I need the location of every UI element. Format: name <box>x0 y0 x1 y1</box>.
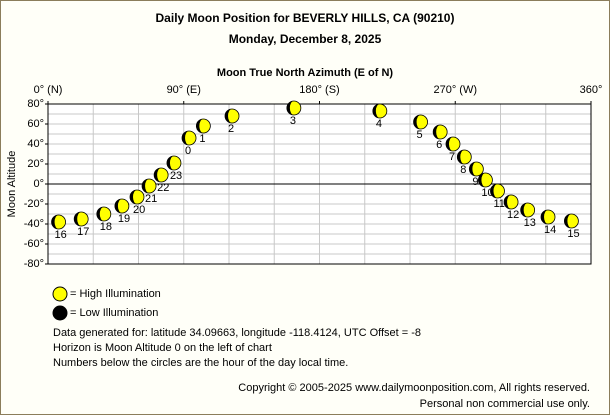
note: Horizon is Moon Altitude 0 on the left o… <box>53 342 272 354</box>
moon-shadow <box>564 214 572 228</box>
hour-label: 18 <box>100 221 112 233</box>
moon-shadow <box>114 199 122 213</box>
chart-title: Daily Moon Position for BEVERLY HILLS, C… <box>156 11 455 25</box>
note: Data generated for: latitude 34.09663, l… <box>53 327 421 339</box>
moon-shadow <box>413 115 421 129</box>
chart-subtitle: Monday, December 8, 2025 <box>229 32 382 46</box>
legend-marker <box>52 286 68 302</box>
moon-shadow <box>478 173 486 187</box>
moon-shadow <box>96 207 104 221</box>
y-tick-label: 40° <box>27 138 44 150</box>
moon-shadow <box>196 119 204 133</box>
moon-shadow <box>469 162 477 176</box>
y-tick-label: 60° <box>27 118 44 130</box>
moon-shadow <box>457 150 465 164</box>
moon-shadow <box>51 215 59 229</box>
hour-label: 9 <box>472 176 478 188</box>
hour-label: 0 <box>185 145 191 157</box>
hour-label: 8 <box>460 164 466 176</box>
moon-shadow <box>433 125 441 139</box>
moon-shadow <box>142 179 150 193</box>
hour-label: 17 <box>77 226 89 238</box>
hour-label: 2 <box>228 123 234 135</box>
hour-label: 19 <box>118 213 130 225</box>
y-tick-label: -80° <box>24 258 44 270</box>
hour-label: 4 <box>376 118 382 130</box>
y-tick-label: -20° <box>24 198 44 210</box>
hour-label: 13 <box>524 217 536 229</box>
moon-shadow <box>445 137 453 151</box>
x-axis-label: Moon True North Azimuth (E of N) <box>217 67 394 79</box>
x-tick-label: 270° (W) <box>433 84 477 96</box>
hour-label: 1 <box>199 133 205 145</box>
x-tick-label: 90° (E) <box>167 84 201 96</box>
moon-shadow <box>541 210 549 224</box>
moon-shadow <box>225 109 233 123</box>
x-tick-label: 180° (S) <box>299 84 339 96</box>
legend-label: = Low Illumination <box>70 307 158 319</box>
note: Numbers below the circles are the hour o… <box>53 357 348 369</box>
y-tick-label: 0° <box>33 178 44 190</box>
hour-label: 16 <box>55 229 67 241</box>
moon-shadow <box>286 101 294 115</box>
moon-shadow <box>154 168 162 182</box>
hour-label: 3 <box>290 115 296 127</box>
hour-label: 22 <box>157 182 169 194</box>
moon-shadow <box>129 190 137 204</box>
moon-shadow <box>74 212 82 226</box>
hour-label: 7 <box>449 151 455 163</box>
moon-shadow <box>520 203 528 218</box>
legend-marker <box>52 305 68 321</box>
hour-label: 12 <box>507 209 519 221</box>
hour-label: 6 <box>436 139 442 151</box>
hour-label: 5 <box>417 129 423 141</box>
x-tick-label: 0° (N) <box>34 84 63 96</box>
hour-label: 15 <box>567 228 579 240</box>
copyright: Personal non commercial use only. <box>420 398 590 410</box>
x-tick-label: 360° <box>580 84 603 96</box>
moon-shadow <box>504 195 512 209</box>
moon-shadow <box>490 184 498 198</box>
legend-label: = High Illumination <box>70 288 161 300</box>
moon-shadow <box>372 104 380 118</box>
moon-shadow <box>182 131 190 145</box>
y-axis-label: Moon Altitude <box>6 151 18 218</box>
y-tick-label: 80° <box>27 98 44 110</box>
y-tick-label: 20° <box>27 158 44 170</box>
copyright: Copyright © 2005-2025 www.dailymoonposit… <box>238 382 590 394</box>
hour-label: 20 <box>133 204 145 216</box>
y-tick-label: -40° <box>24 218 44 230</box>
hour-label: 14 <box>544 224 556 236</box>
hour-label: 23 <box>170 170 182 182</box>
hour-label: 11 <box>493 198 504 210</box>
plot-border <box>47 103 592 265</box>
hour-label: 21 <box>145 193 157 205</box>
moon-shadow <box>166 156 174 170</box>
y-tick-label: -60° <box>24 238 44 250</box>
